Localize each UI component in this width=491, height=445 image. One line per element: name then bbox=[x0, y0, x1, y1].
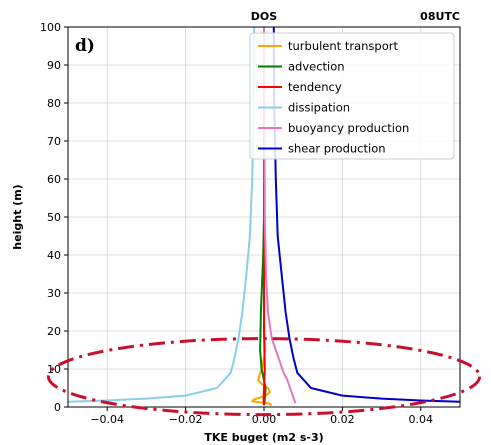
y-tick-label: 50 bbox=[47, 211, 61, 224]
series-lines bbox=[68, 27, 460, 406]
legend-label-buoyancy-production: buoyancy production bbox=[288, 121, 409, 135]
x-tick-label: 0.00 bbox=[252, 413, 277, 426]
series-line-shear-production bbox=[272, 27, 460, 403]
x-axis: −0.04 −0.02 0.00 0.02 0.04 bbox=[90, 407, 433, 426]
y-tick-label: 20 bbox=[47, 325, 61, 338]
series-line-tendency bbox=[262, 27, 266, 406]
legend-label-tendency: tendency bbox=[288, 80, 342, 94]
y-tick-label: 80 bbox=[47, 97, 61, 110]
x-axis-title: TKE buget (m2 s-3) bbox=[204, 431, 323, 444]
y-tick-label: 90 bbox=[47, 59, 61, 72]
y-axis-title: height (m) bbox=[11, 184, 24, 249]
x-tick-label: 0.04 bbox=[409, 413, 434, 426]
x-tick-label: −0.04 bbox=[90, 413, 124, 426]
title-left: DOS bbox=[251, 10, 277, 23]
highlight-ellipse bbox=[46, 337, 482, 417]
y-tick-label: 40 bbox=[47, 249, 61, 262]
title-right: 08UTC bbox=[420, 10, 460, 23]
y-tick-label: 30 bbox=[47, 287, 61, 300]
series-line-dissipation bbox=[68, 27, 256, 403]
y-tick-label: 60 bbox=[47, 173, 61, 186]
legend-label-shear-production: shear production bbox=[288, 142, 386, 156]
legend-label-dissipation: dissipation bbox=[288, 101, 350, 115]
legend-label-turbulent-transport: turbulent transport bbox=[288, 39, 398, 53]
legend-box bbox=[249, 32, 455, 160]
x-tick-label: 0.02 bbox=[330, 413, 355, 426]
y-tick-label: 70 bbox=[47, 135, 61, 148]
series-line-buoyancy-production bbox=[263, 27, 297, 404]
panel-label: d) bbox=[75, 36, 95, 56]
x-tick-label: −0.02 bbox=[169, 413, 203, 426]
y-tick-label: 0 bbox=[54, 401, 61, 414]
legend-label-advection: advection bbox=[288, 60, 345, 74]
legend: turbulent transport advection tendency diss… bbox=[249, 32, 455, 160]
y-tick-label: 100 bbox=[40, 21, 61, 34]
